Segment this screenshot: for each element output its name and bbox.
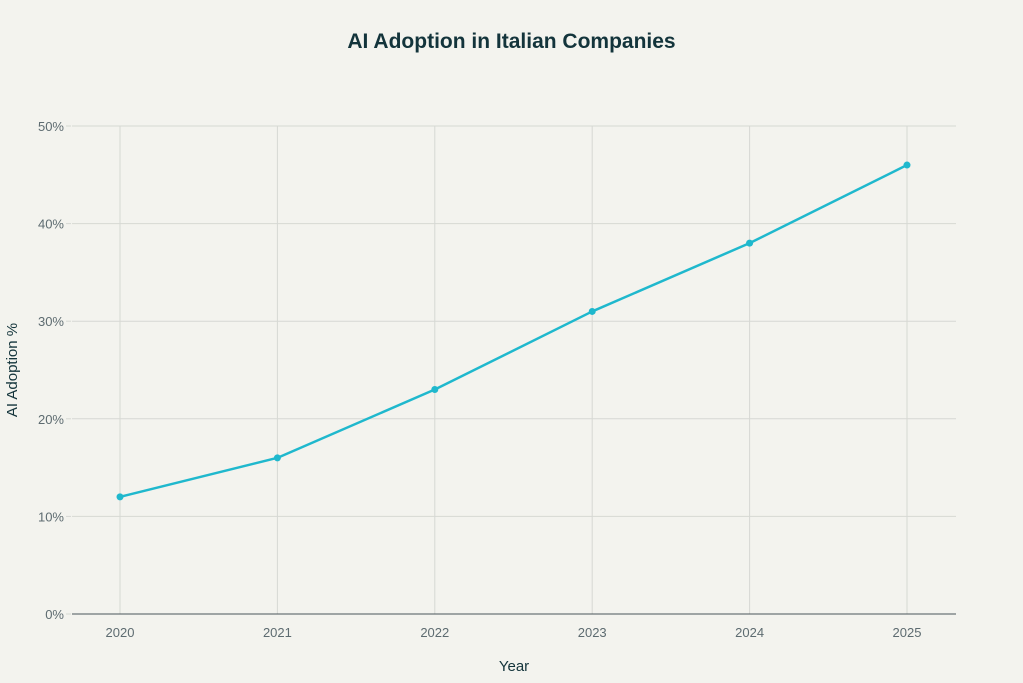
data-point	[431, 386, 439, 394]
data-point	[746, 239, 754, 247]
data-point	[903, 161, 911, 169]
y-tick-label: 0%	[45, 607, 64, 622]
x-axis-label: Year	[499, 658, 529, 675]
y-tick-label: 10%	[38, 509, 64, 524]
x-tick-label: 2024	[735, 625, 764, 640]
data-point	[116, 493, 124, 501]
x-tick-label: 2025	[893, 625, 922, 640]
series-line	[119, 163, 908, 499]
x-tick-label: 2023	[578, 625, 607, 640]
data-point	[588, 307, 596, 315]
y-axis-label: AI Adoption %	[4, 323, 21, 417]
x-tick-label: 2021	[263, 625, 292, 640]
data-point	[273, 454, 281, 462]
y-tick-label: 20%	[38, 412, 64, 427]
x-tick-label: 2022	[420, 625, 449, 640]
y-tick-label: 40%	[38, 217, 64, 232]
x-tick-label: 2020	[106, 625, 135, 640]
chart-title: AI Adoption in Italian Companies	[347, 30, 676, 53]
y-tick-label: 30%	[38, 314, 64, 329]
y-tick-label: 50%	[38, 119, 64, 134]
